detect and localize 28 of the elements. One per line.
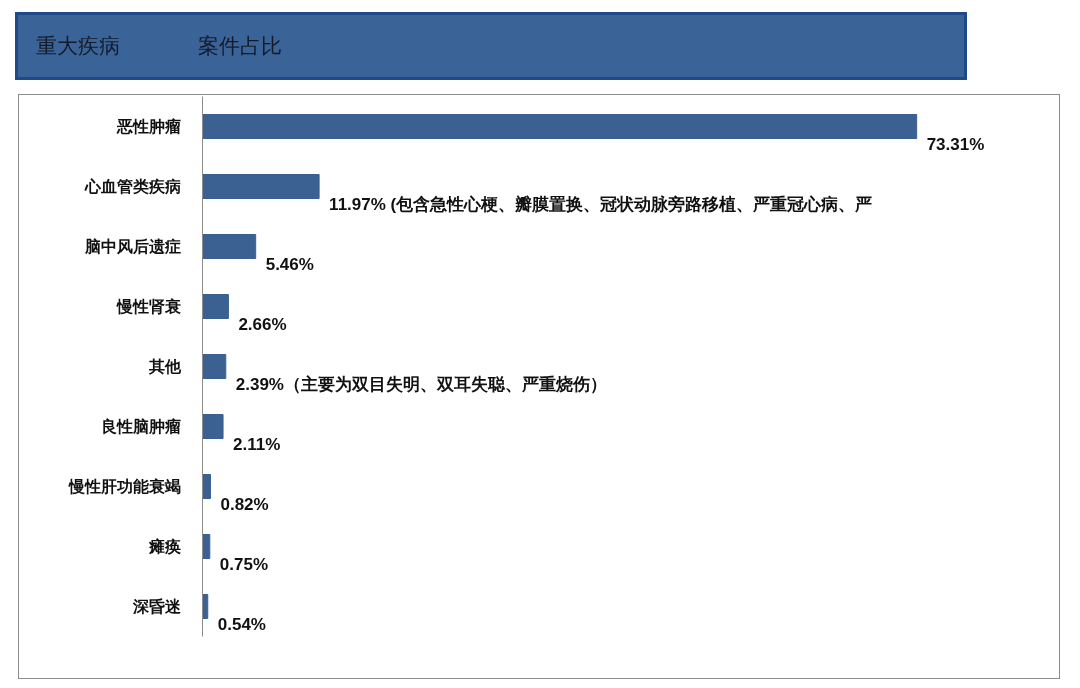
chart-subtitle: 案件占比 — [198, 34, 282, 57]
bar — [202, 294, 229, 319]
y-tick-label: 慢性肝功能衰竭 — [67, 477, 181, 495]
bar — [202, 414, 224, 439]
bar — [202, 474, 211, 499]
data-label: 2.11% — [233, 435, 281, 454]
data-label: 73.31% — [926, 135, 985, 154]
bar — [202, 234, 257, 259]
data-label: 2.66% — [238, 315, 287, 334]
y-tick-label: 良性脑肿瘤 — [100, 418, 181, 435]
chart-title: 重大疾病 — [36, 34, 120, 57]
data-label: 11.97% (包含急性心梗、瓣膜置换、冠状动脉旁路移植、严重冠心病、严 — [329, 195, 873, 214]
bar — [202, 534, 211, 559]
bar — [202, 174, 320, 199]
y-tick-label: 深昏迷 — [131, 598, 181, 615]
data-label: 0.82% — [220, 495, 269, 514]
data-label: 0.54% — [217, 615, 266, 634]
y-tick-label: 瘫痪 — [147, 538, 181, 555]
y-tick-label: 心血管类疾病 — [83, 177, 181, 195]
data-label: 5.46% — [265, 255, 314, 274]
data-label: 2.39%（主要为双目失明、双耳失聪、严重烧伤） — [235, 375, 607, 394]
data-label: 0.75% — [219, 555, 269, 574]
y-tick-label: 恶性肿瘤 — [115, 118, 181, 135]
y-tick-label: 慢性肾衰 — [115, 297, 181, 315]
bar — [202, 114, 918, 139]
y-tick-label: 脑中风后遗症 — [83, 238, 181, 255]
y-tick-label: 其他 — [147, 358, 182, 375]
bar — [202, 354, 227, 379]
